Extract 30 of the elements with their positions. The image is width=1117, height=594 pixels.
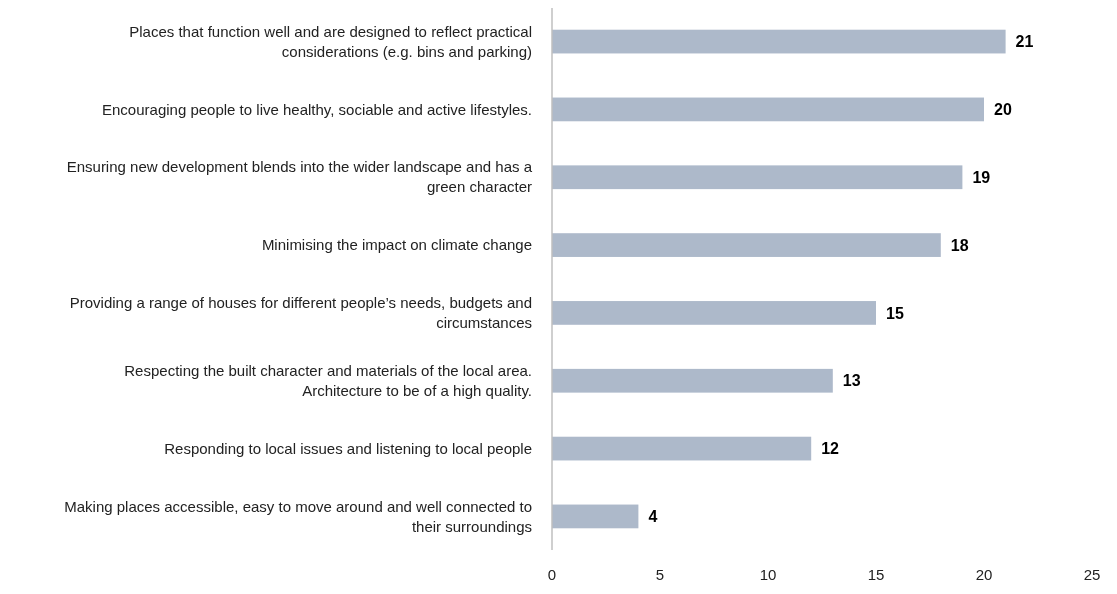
bar [552,301,876,325]
y-tick-label: Responding to local issues and listening to local people [164,439,532,457]
bar [552,165,963,190]
y-tick-label: Places that function well and are designed to reflect practical considerations (e.g. bins and parking) [129,22,532,60]
data-label: 15 [886,304,904,322]
data-label: 19 [972,168,991,186]
bar [552,233,941,257]
x-tick-label: 15 [867,566,885,583]
data-label: 18 [950,236,969,254]
data-label: 4 [648,508,658,526]
x-tick-label: 5 [655,566,665,583]
data-label: 12 [821,440,840,458]
y-tick-label: Respecting the built character and materials of the local area. Architecture to be of a high quality. [124,362,532,399]
data-label: 21 [1015,33,1034,51]
bar [552,29,1006,54]
bar [552,368,833,393]
y-tick-label: Minimising the impact on climate change [261,236,532,254]
y-tick-label: Making places accessible, easy to move around and well connected to their surroundings [64,497,532,535]
y-tick-label: Providing a range of houses for different people’s needs, budgets and circumstances [69,294,532,332]
bar [552,97,984,122]
x-tick-label: 25 [1083,566,1101,583]
bar [552,504,639,529]
data-label: 20 [994,101,1012,119]
x-tick-label: 0 [547,566,557,583]
y-tick-label: Encouraging people to live healthy, sociable and active lifestyles. [102,100,532,118]
bar [552,436,812,461]
x-tick-label: 10 [759,566,777,583]
data-label: 13 [842,372,861,390]
x-tick-label: 20 [975,566,993,583]
y-tick-label: Ensuring new development blends into the wider landscape and has a green character [66,158,533,196]
